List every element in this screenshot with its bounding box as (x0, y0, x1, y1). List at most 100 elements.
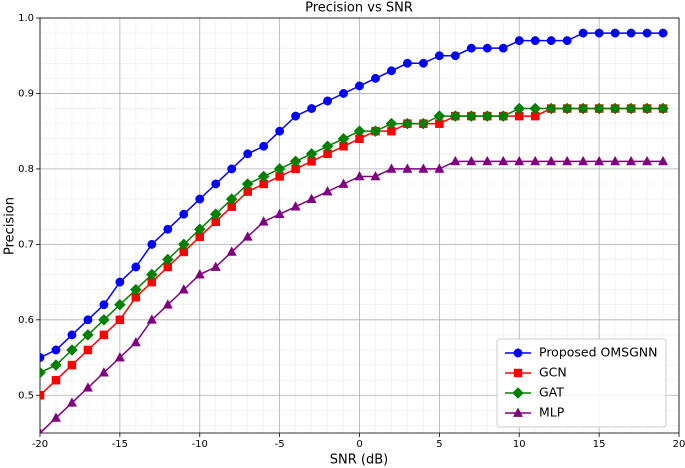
marker (227, 164, 237, 174)
marker (163, 224, 173, 234)
marker (146, 314, 157, 324)
marker (370, 170, 381, 181)
y-tick-label: 0.8 (18, 164, 34, 175)
marker (115, 277, 125, 287)
marker (513, 368, 523, 378)
marker (306, 193, 317, 203)
marker (641, 102, 653, 115)
marker (40, 353, 45, 362)
marker (99, 300, 109, 310)
marker (259, 141, 269, 151)
x-tick-label: 5 (436, 439, 442, 450)
marker (513, 348, 523, 358)
y-tick-label: 0.9 (18, 88, 34, 99)
marker (465, 110, 478, 122)
marker (562, 155, 573, 166)
marker (642, 28, 652, 38)
marker (594, 155, 605, 166)
marker (482, 43, 492, 53)
marker (497, 110, 510, 122)
legend-label: GAT (539, 385, 564, 400)
marker (418, 163, 429, 173)
marker (257, 170, 270, 183)
marker (514, 155, 525, 166)
marker (355, 81, 364, 91)
marker (658, 155, 669, 166)
marker (610, 155, 621, 166)
x-tick-label: -20 (32, 439, 48, 450)
marker (195, 194, 205, 204)
marker (561, 102, 574, 115)
marker (625, 102, 637, 115)
marker (161, 253, 174, 266)
marker (338, 178, 349, 188)
marker (273, 163, 286, 175)
marker (67, 360, 77, 370)
marker (226, 246, 237, 256)
marker (40, 391, 45, 400)
x-tick-label: 0 (356, 439, 362, 450)
marker (402, 58, 412, 68)
marker (177, 238, 190, 251)
x-tick-label: 15 (593, 439, 606, 450)
x-tick-label: -15 (112, 439, 128, 450)
marker (66, 344, 78, 356)
marker (50, 359, 62, 371)
marker (114, 352, 125, 362)
marker (577, 102, 590, 115)
marker (99, 330, 109, 340)
marker (51, 345, 61, 355)
legend-box (496, 338, 667, 428)
marker (145, 268, 158, 281)
marker (657, 102, 669, 115)
marker (242, 231, 253, 241)
marker (481, 110, 494, 122)
marker (130, 336, 141, 347)
marker (578, 155, 589, 166)
marker (194, 269, 205, 279)
marker (371, 73, 380, 83)
marker (514, 36, 524, 46)
marker (179, 209, 189, 219)
marker (289, 155, 302, 168)
marker (209, 208, 222, 221)
marker (546, 36, 556, 46)
marker (386, 163, 397, 173)
marker (354, 170, 365, 181)
y-tick-label: 0.7 (18, 239, 34, 250)
marker (434, 51, 444, 61)
marker (225, 193, 238, 205)
marker (50, 412, 61, 422)
marker (241, 178, 254, 190)
marker (530, 155, 541, 166)
marker (482, 155, 493, 166)
marker (512, 407, 524, 417)
marker (610, 28, 620, 38)
marker (337, 132, 350, 145)
marker (369, 125, 382, 138)
marker (147, 239, 157, 249)
marker (530, 36, 540, 46)
marker (290, 201, 301, 211)
marker (258, 216, 269, 226)
x-tick-label: 10 (513, 439, 526, 450)
legend-label: MLP (539, 405, 565, 420)
marker (402, 163, 413, 173)
marker (193, 223, 206, 236)
marker (305, 147, 318, 160)
marker (546, 155, 557, 166)
marker (115, 315, 125, 325)
marker (243, 149, 253, 159)
marker (131, 262, 141, 272)
marker (417, 117, 430, 130)
marker (82, 382, 93, 392)
marker (98, 313, 110, 326)
marker (513, 102, 526, 115)
marker (83, 345, 93, 355)
x-tick-label: -5 (275, 439, 285, 450)
plot-area (40, 28, 669, 433)
marker (626, 28, 636, 38)
series-line (40, 160, 664, 433)
marker (129, 283, 142, 296)
